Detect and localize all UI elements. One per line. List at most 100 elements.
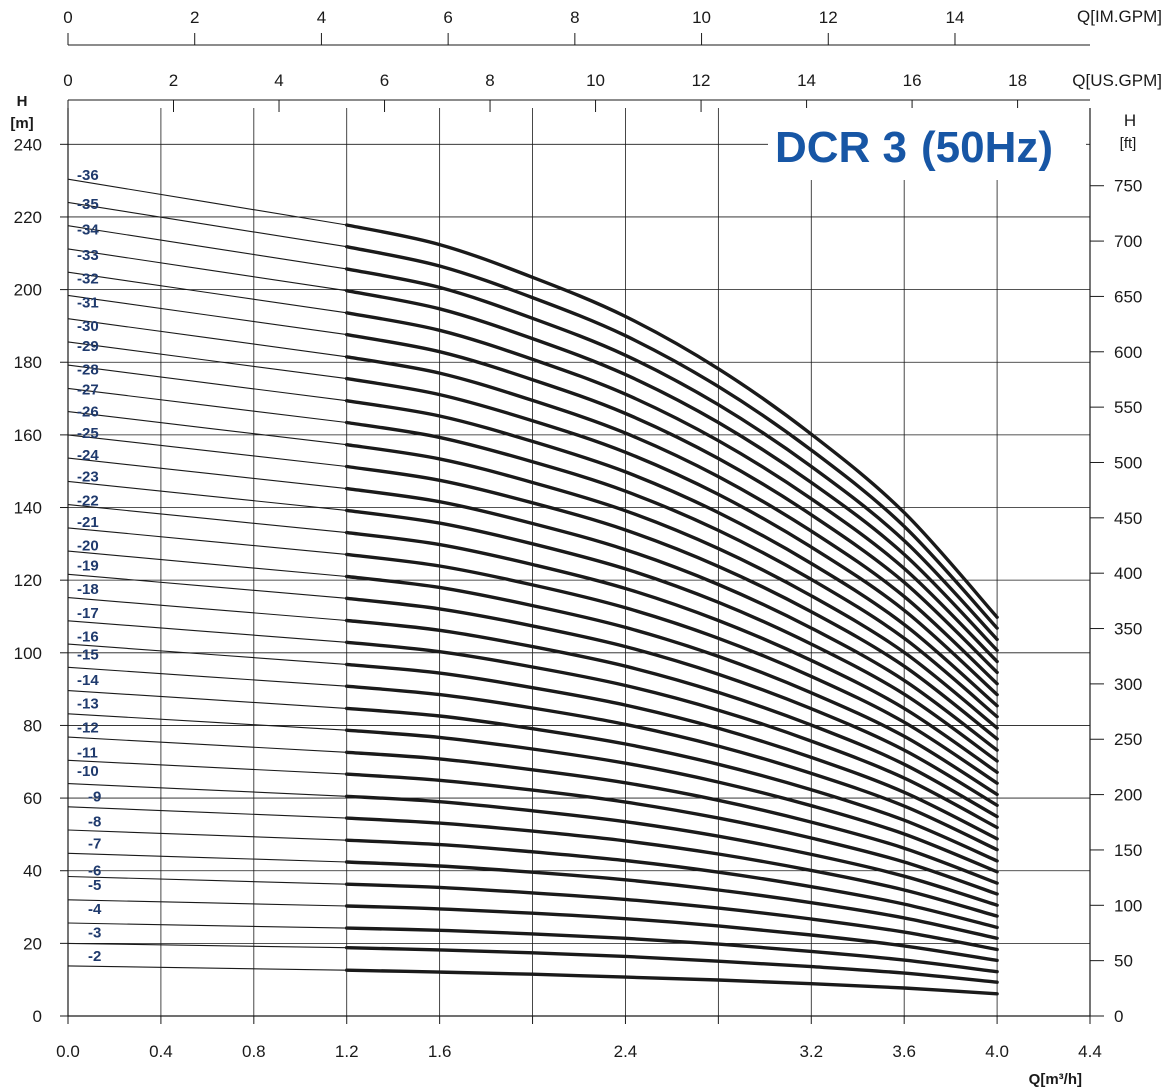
curve-line-thin xyxy=(67,806,347,819)
usgpm-tick-label: 18 xyxy=(1008,71,1027,90)
stage-label: -27 xyxy=(77,381,99,398)
curve-line-thin xyxy=(67,713,347,731)
stage-label: -30 xyxy=(77,318,99,335)
y-tick-label: 180 xyxy=(14,353,42,372)
curve-line-operating xyxy=(345,838,999,930)
imgpm-tick-label: 0 xyxy=(63,8,72,27)
curve-line-operating xyxy=(345,596,999,807)
x-tick-label: 3.6 xyxy=(892,1042,916,1061)
curve-line-thin xyxy=(67,527,347,555)
curve-line-operating xyxy=(345,794,999,907)
curve-line-thin xyxy=(67,736,347,753)
x-axis-label: Q[m³/h] xyxy=(1029,1071,1082,1088)
curve-line-operating xyxy=(345,223,999,619)
curve-line-thin xyxy=(67,597,347,622)
y-tick-label: 240 xyxy=(14,135,42,154)
stage-label: -35 xyxy=(77,196,99,213)
curve-line-thin xyxy=(67,480,347,511)
curve-line-thin xyxy=(67,852,347,863)
x-tick-label: 2.4 xyxy=(614,1042,638,1061)
x-tick-label: 0.4 xyxy=(149,1042,173,1061)
chart-title: DCR 3 (50Hz) xyxy=(775,123,1053,172)
stage-label: -14 xyxy=(77,672,99,689)
stage-label: -26 xyxy=(77,403,99,420)
stage-label: -11 xyxy=(77,745,98,762)
ft-tick-label: 350 xyxy=(1114,620,1142,639)
stage-label: -24 xyxy=(77,447,99,464)
imgpm-tick-label: 2 xyxy=(190,8,199,27)
y-tick-label: 40 xyxy=(23,862,42,881)
imgpm-axis-label: Q[IM.GPM] xyxy=(1077,7,1162,26)
ft-tick-label: 0 xyxy=(1114,1007,1123,1026)
curve-line-thin xyxy=(67,643,347,665)
stage-label: -20 xyxy=(77,538,99,555)
curve-line-thin xyxy=(67,965,347,971)
stage-label: -10 xyxy=(77,763,99,780)
stage-label: -23 xyxy=(77,469,99,486)
curve-line-thin xyxy=(67,899,347,907)
y-tick-label: 100 xyxy=(14,644,42,663)
usgpm-tick-label: 16 xyxy=(903,71,922,90)
curve-line-operating xyxy=(345,355,999,686)
stage-label: -17 xyxy=(77,605,99,622)
curve-line-thin xyxy=(67,922,347,929)
curve-line-thin xyxy=(67,341,347,380)
curve-line-thin xyxy=(67,829,347,841)
stage-label: -2 xyxy=(88,948,101,965)
curve-line-thin xyxy=(67,690,347,709)
curve-line-operating xyxy=(345,420,999,719)
stage-label: -22 xyxy=(77,492,99,509)
curve-line-operating xyxy=(345,552,999,785)
curve-line-thin xyxy=(67,364,347,402)
ft-tick-label: 200 xyxy=(1114,786,1142,805)
ft-tick-label: 150 xyxy=(1114,841,1142,860)
curve-line-operating xyxy=(345,816,999,918)
x-tick-label: 4.0 xyxy=(985,1042,1009,1061)
stage-label: -9 xyxy=(88,788,101,805)
stage-label: -7 xyxy=(88,835,101,852)
stage-label: -28 xyxy=(77,362,99,379)
stage-label: -18 xyxy=(77,581,99,598)
ft-tick-label: 300 xyxy=(1114,675,1142,694)
curve-line-thin xyxy=(67,434,347,468)
stage-label: -5 xyxy=(88,877,101,894)
stage-label: -32 xyxy=(77,271,99,288)
y-tick-label: 60 xyxy=(23,789,42,808)
curve-line-operating xyxy=(345,399,999,708)
curve-series xyxy=(67,178,999,996)
y-tick-label: 160 xyxy=(14,426,42,445)
imgpm-tick-label: 4 xyxy=(317,8,326,27)
curve-line-operating xyxy=(345,662,999,841)
y-tick-label: 0 xyxy=(33,1007,42,1026)
curve-line-thin xyxy=(67,201,347,248)
usgpm-tick-label: 10 xyxy=(586,71,605,90)
ft-tick-label: 250 xyxy=(1114,730,1142,749)
stage-label: -13 xyxy=(77,696,99,713)
curve-line-thin xyxy=(67,318,347,358)
ft-tick-label: 550 xyxy=(1114,398,1142,417)
imgpm-tick-label: 14 xyxy=(946,8,965,27)
curve-line-operating xyxy=(345,486,999,752)
curve-line-operating xyxy=(345,860,999,940)
right-axis-label-line1: H xyxy=(1124,111,1136,130)
curve-line-thin xyxy=(67,550,347,578)
curve-line-operating xyxy=(345,640,999,830)
curve-line-operating xyxy=(345,508,999,763)
curve-line-operating xyxy=(345,946,999,984)
curve-line-thin xyxy=(67,504,347,534)
curve-line-operating xyxy=(345,443,999,730)
stage-label: -36 xyxy=(77,167,99,184)
curve-line-operating xyxy=(345,464,999,741)
stage-label: -31 xyxy=(77,294,99,311)
imgpm-tick-label: 10 xyxy=(692,8,711,27)
curve-line-thin xyxy=(67,783,347,797)
left-axis-label-line2: [m] xyxy=(10,115,33,132)
curve-line-thin xyxy=(67,271,347,314)
curve-line-thin xyxy=(67,457,347,490)
curve-line-operating xyxy=(345,684,999,852)
usgpm-axis-label: Q[US.GPM] xyxy=(1072,71,1162,90)
curve-line-operating xyxy=(345,245,999,630)
curve-line-thin xyxy=(67,178,347,226)
stage-label: -8 xyxy=(88,814,101,831)
